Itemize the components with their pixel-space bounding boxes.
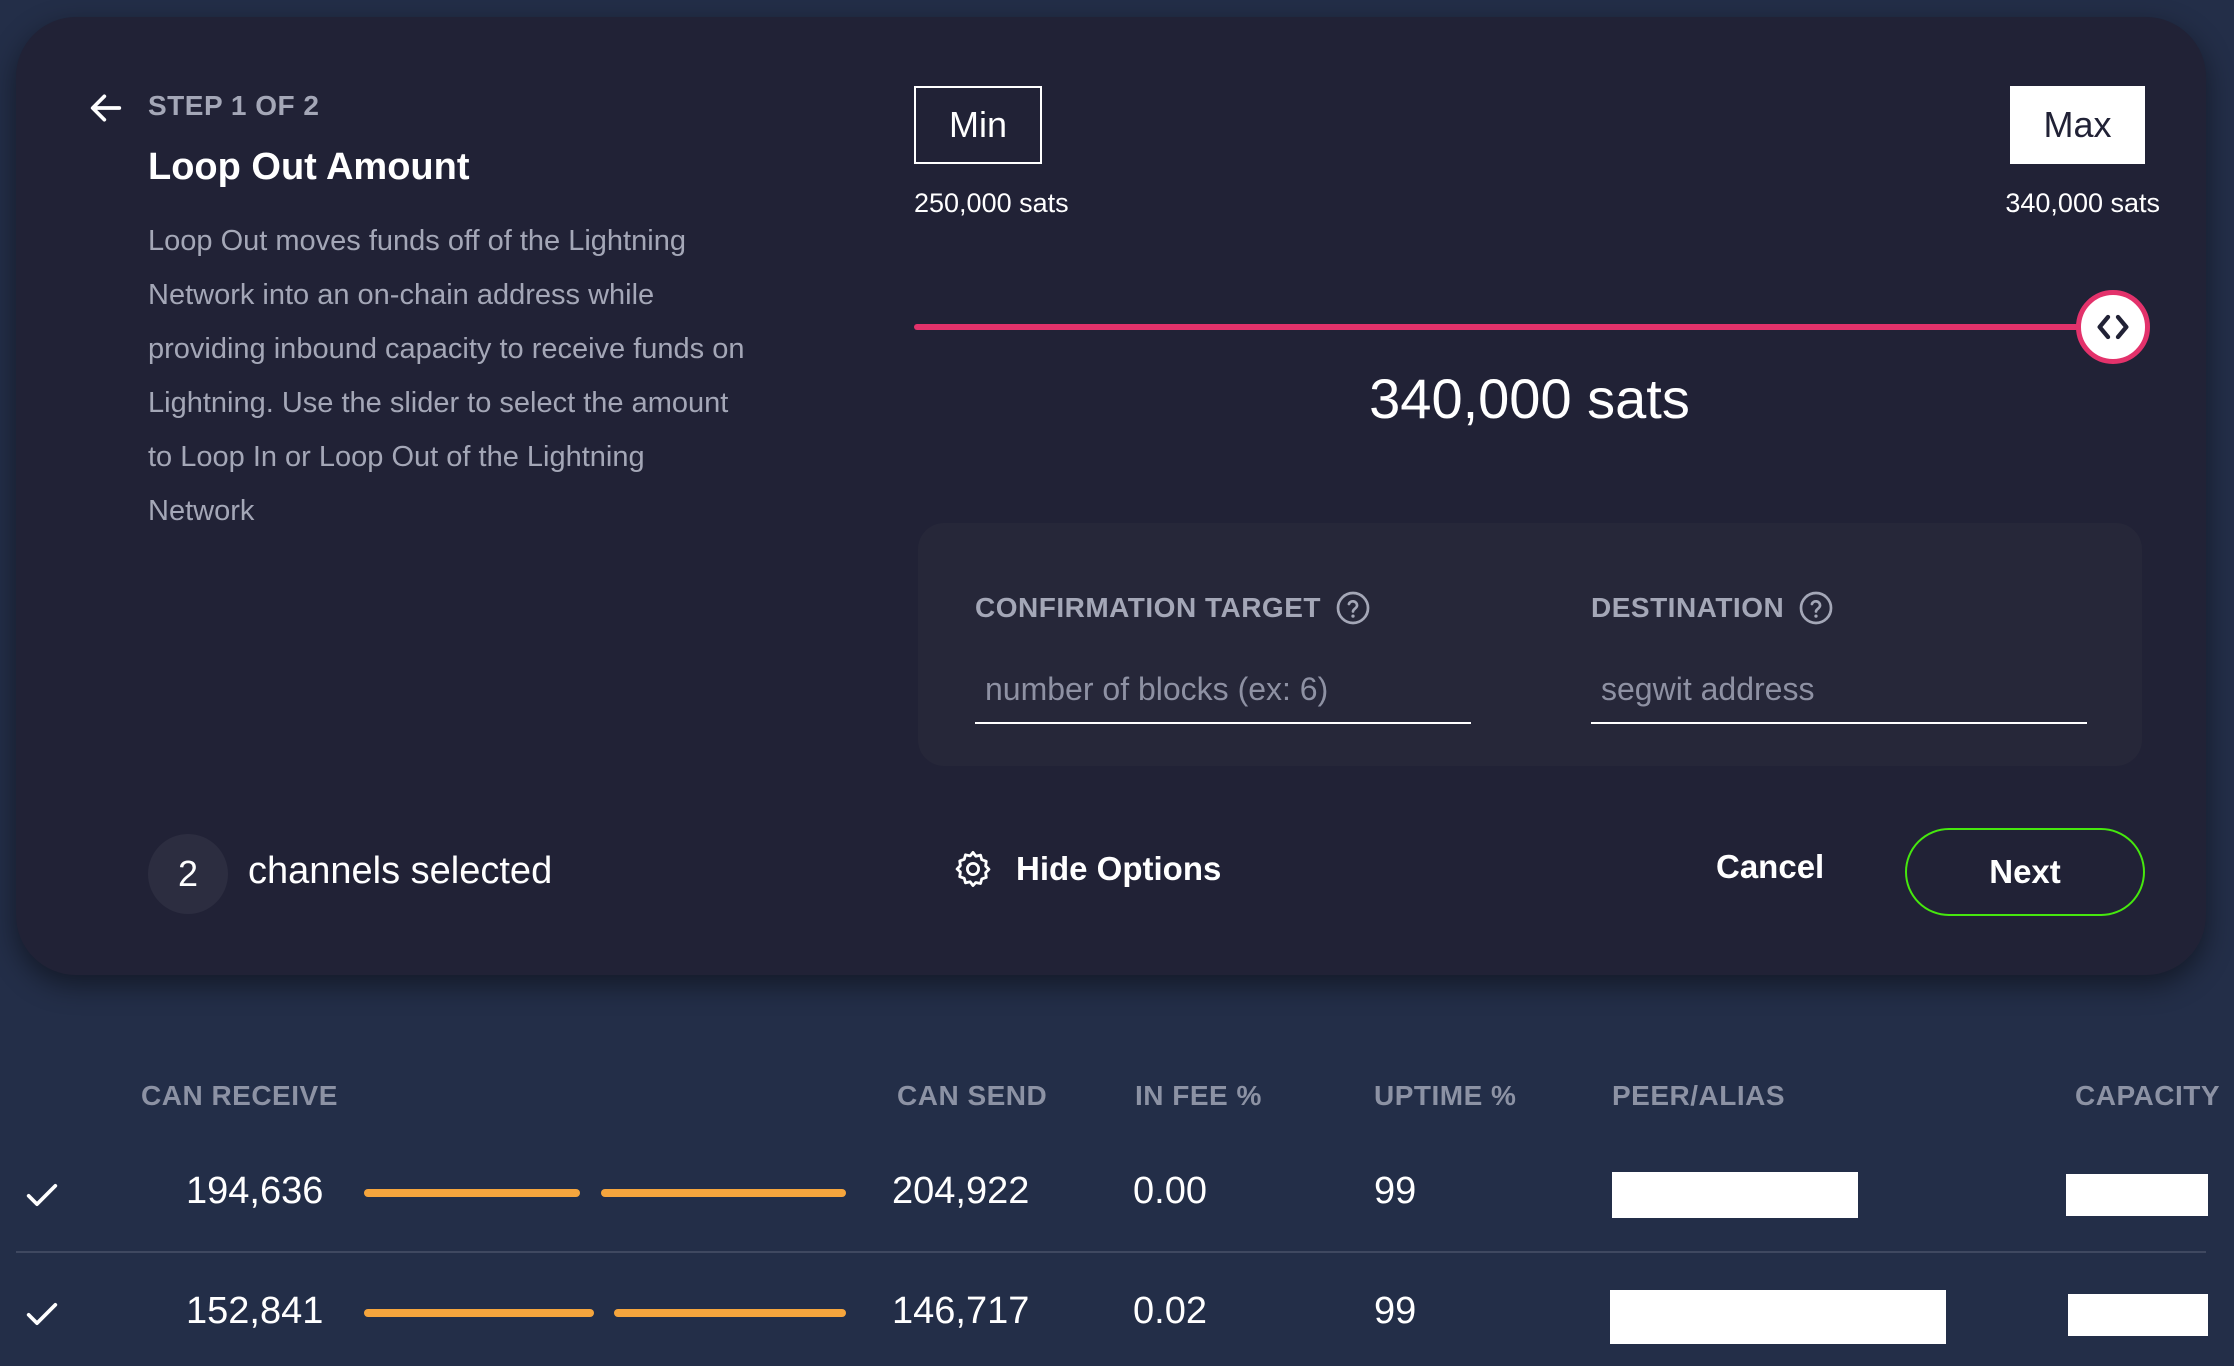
receive-balance-bar (364, 1189, 580, 1197)
hide-options-button[interactable]: Hide Options (952, 848, 1221, 890)
next-button[interactable]: Next (1905, 828, 2145, 916)
in-fee-value: 0.02 (1133, 1290, 1207, 1332)
gear-icon (955, 850, 991, 888)
destination-input[interactable] (1591, 656, 2087, 724)
confirmation-target-input[interactable] (975, 656, 1471, 724)
receive-balance-bar (364, 1309, 594, 1317)
peer-alias-redacted (1612, 1172, 1858, 1218)
step-indicator: STEP 1 OF 2 (148, 90, 320, 121)
max-amount: 340,000 sats (2005, 188, 2160, 218)
min-button[interactable]: Min (914, 86, 1042, 164)
row-divider (16, 1251, 2206, 1253)
hide-options-label: Hide Options (1016, 850, 1222, 887)
confirmation-target-text: CONFIRMATION TARGET (975, 592, 1321, 623)
selected-amount: 340,000 sats (1369, 367, 1690, 430)
uptime-value: 99 (1374, 1290, 1417, 1332)
capacity-redacted (2068, 1294, 2208, 1336)
min-amount: 250,000 sats (914, 188, 1069, 218)
can-receive-value: 152,841 (186, 1290, 324, 1332)
send-balance-bar (601, 1189, 846, 1197)
confirmation-target-label: CONFIRMATION TARGET (975, 590, 1371, 626)
check-icon[interactable] (22, 1294, 62, 1334)
help-icon[interactable] (1335, 590, 1371, 626)
help-icon[interactable] (1798, 590, 1834, 626)
wizard-title: Loop Out Amount (148, 146, 470, 188)
chevron-left-right-icon (2097, 314, 2129, 340)
peer-alias-redacted (1610, 1290, 1946, 1344)
column-header-peer-alias[interactable]: PEER/ALIAS (1612, 1080, 1786, 1111)
max-button[interactable]: Max (2010, 86, 2145, 164)
uptime-value: 99 (1374, 1170, 1417, 1212)
destination-text: DESTINATION (1591, 592, 1785, 623)
column-header-can-send[interactable]: CAN SEND (897, 1080, 1048, 1111)
cancel-button[interactable]: Cancel (1716, 848, 1825, 885)
channel-count-badge: 2 (148, 834, 228, 914)
send-balance-bar (614, 1309, 846, 1317)
column-header-uptime[interactable]: UPTIME % (1374, 1080, 1517, 1111)
column-header-capacity[interactable]: CAPACITY (2075, 1080, 2221, 1111)
destination-label: DESTINATION (1591, 590, 1834, 626)
can-send-value: 146,717 (892, 1290, 1030, 1332)
column-header-can-receive[interactable]: CAN RECEIVE (141, 1080, 338, 1111)
amount-slider-track[interactable] (914, 324, 2114, 330)
check-icon[interactable] (22, 1175, 62, 1215)
can-send-value: 204,922 (892, 1170, 1030, 1212)
capacity-redacted (2066, 1174, 2208, 1216)
can-receive-value: 194,636 (186, 1170, 324, 1212)
back-arrow-icon[interactable] (86, 88, 126, 128)
options-panel (918, 523, 2142, 766)
channels-selected-text: channels selected (248, 850, 553, 892)
in-fee-value: 0.00 (1133, 1170, 1207, 1212)
amount-slider-handle[interactable] (2076, 290, 2150, 364)
column-header-in-fee[interactable]: IN FEE % (1135, 1080, 1262, 1111)
loop-wizard-card (16, 17, 2206, 975)
wizard-description: Loop Out moves funds off of the Lightnin… (148, 225, 745, 527)
